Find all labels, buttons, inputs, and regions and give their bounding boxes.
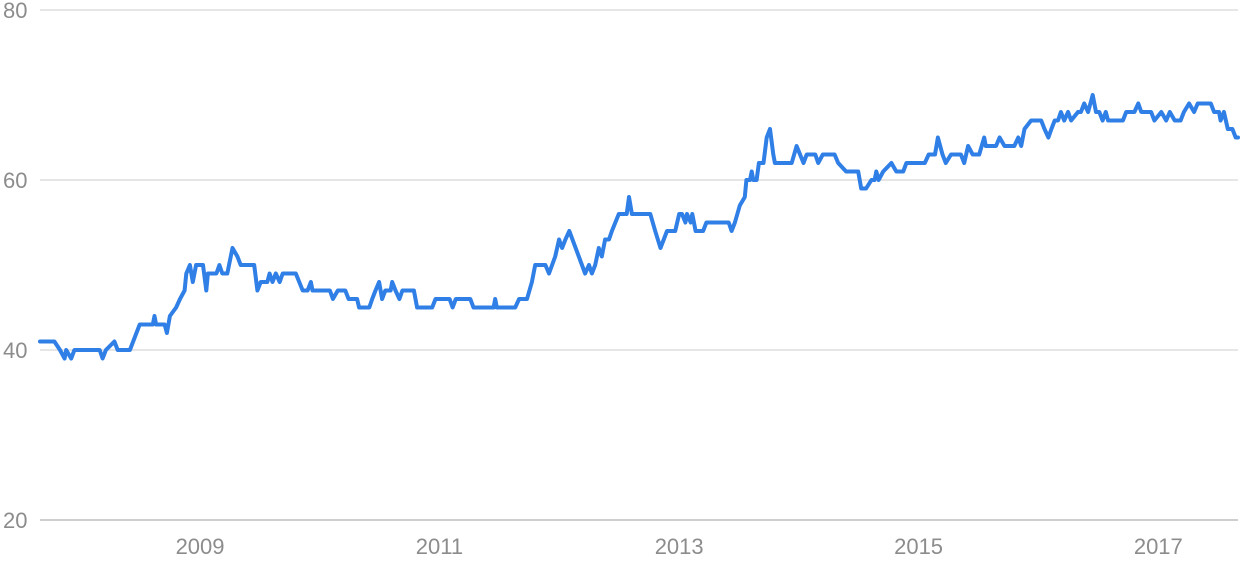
series-line-0 [38, 93, 1240, 361]
x-axis-ticks: 2009 2011 2013 2015 2017 [176, 534, 1183, 559]
y-tick-label: 80 [3, 0, 27, 23]
y-tick-label: 20 [3, 508, 27, 533]
y-tick-label: 60 [3, 168, 27, 193]
y-axis-ticks: 20 40 60 80 [3, 0, 27, 533]
gridlines [40, 9, 1238, 521]
y-tick-label: 40 [3, 338, 27, 363]
x-tick-label: 2011 [416, 534, 463, 559]
x-tick-label: 2009 [176, 534, 225, 559]
x-tick-label: 2013 [655, 534, 704, 559]
x-tick-label: 2017 [1134, 534, 1183, 559]
series-layer [38, 93, 1240, 361]
x-tick-label: 2015 [894, 534, 943, 559]
